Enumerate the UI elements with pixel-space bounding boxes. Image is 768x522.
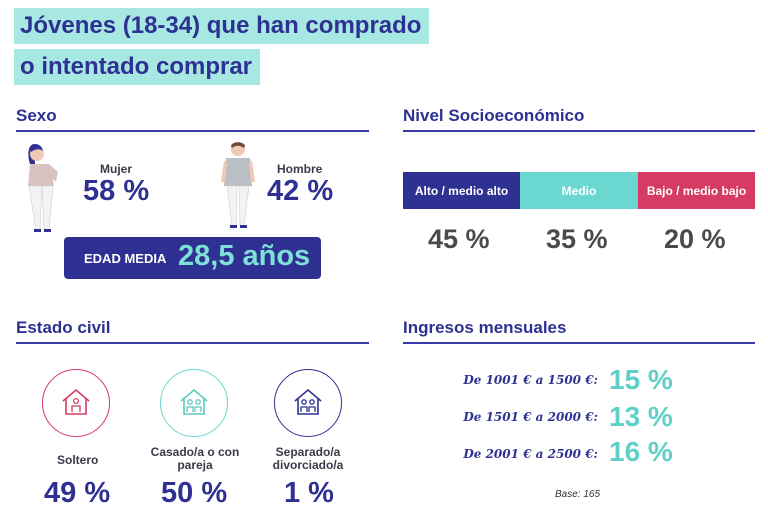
separado-circle — [274, 369, 342, 437]
soltero-value: 49 % — [44, 477, 111, 509]
separado-value: 1 % — [284, 477, 334, 509]
ingresos-row-value: 16 % — [609, 436, 673, 467]
edad-media-label: EDAD MEDIA — [84, 251, 167, 266]
ingresos-row-value: 15 % — [609, 364, 673, 395]
section-divider-estado-civil — [16, 342, 369, 344]
page-title-line-1: Jóvenes (18-34) que han comprado — [14, 8, 430, 44]
section-divider-nivel — [403, 130, 755, 132]
nivel-segment-label: Alto / medio alto — [414, 183, 509, 198]
section-title-estado-civil: Estado civil — [16, 318, 111, 337]
edad-media-box: EDAD MEDIA 28,5 años — [64, 237, 321, 279]
section-title-nivel: Nivel Socioeconómico — [403, 106, 585, 125]
nivel-segment-bajo: Bajo / medio bajo — [638, 172, 755, 209]
house-couple-icon — [294, 388, 322, 415]
ingresos-row-value: 13 % — [609, 401, 673, 432]
separado-label: Separado/a divorciado/a — [272, 445, 344, 472]
woman-figure-icon — [28, 143, 58, 232]
nivel-value-bajo: 20 % — [664, 224, 726, 254]
casado-value: 50 % — [161, 477, 228, 509]
mujer-value: 58 % — [83, 175, 150, 207]
soltero-label: Soltero — [57, 453, 99, 467]
house-single-person-icon — [62, 388, 90, 415]
man-figure-icon — [221, 142, 255, 228]
section-divider-ingresos — [403, 342, 755, 344]
house-couple-icon — [180, 388, 208, 415]
hombre-value: 42 % — [267, 175, 334, 207]
edad-media-value: 28,5 años — [178, 240, 311, 272]
ingresos-row-label: De 1501 € a 2000 €: — [463, 410, 598, 424]
nivel-value-alto: 45 % — [428, 224, 490, 254]
section-divider-sexo — [16, 130, 369, 132]
nivel-segment-medio: Medio — [520, 172, 638, 209]
base-note: Base: 165 — [555, 489, 601, 500]
nivel-segment-label: Medio — [561, 183, 597, 198]
hombre-label: Hombre — [277, 162, 323, 176]
page-title-line-2: o intentado comprar — [14, 49, 261, 85]
ingresos-row-label: De 2001 € a 2500 €: — [463, 447, 598, 461]
casado-circle — [160, 369, 228, 437]
section-title-sexo: Sexo — [16, 106, 57, 125]
nivel-segment-alto: Alto / medio alto — [403, 172, 520, 209]
nivel-segment-label: Bajo / medio bajo — [646, 183, 747, 198]
casado-label: Casado/a o con pareja — [150, 445, 240, 472]
section-title-ingresos: Ingresos mensuales — [403, 318, 567, 337]
ingresos-row-label: De 1001 € a 1500 €: — [463, 373, 598, 387]
nivel-value-medio: 35 % — [546, 224, 608, 254]
mujer-label: Mujer — [100, 162, 133, 176]
soltero-circle — [42, 369, 110, 437]
